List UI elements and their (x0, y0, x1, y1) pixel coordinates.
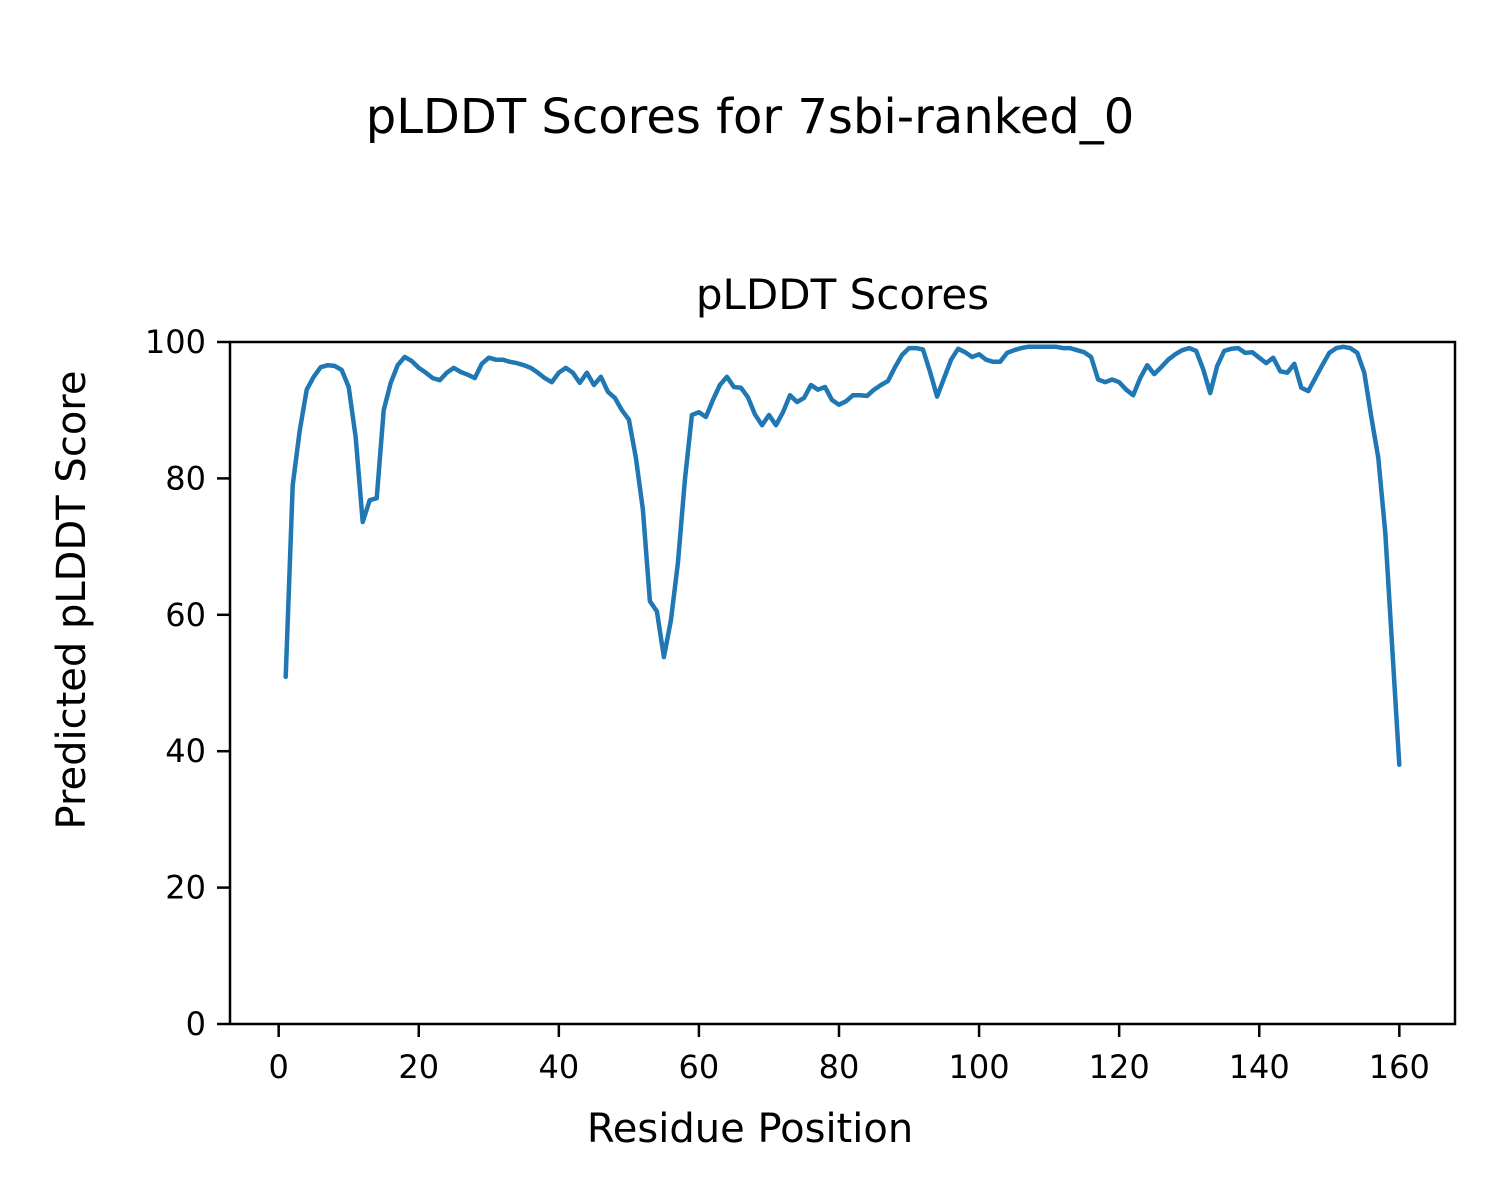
y-tick-label: 0 (186, 1005, 206, 1043)
x-tick-label: 60 (679, 1048, 720, 1086)
x-axis-label: Residue Position (586, 1106, 914, 1152)
x-tick-label: 140 (1229, 1048, 1290, 1086)
x-tick-label: 80 (819, 1048, 860, 1086)
x-tick-label: 20 (398, 1048, 439, 1086)
plot-line (283, 344, 1402, 768)
y-tick-label: 60 (165, 596, 206, 634)
y-tick-label: 20 (165, 869, 206, 907)
axes-title: pLDDT Scores (695, 270, 990, 319)
y-tick-label: 40 (165, 732, 206, 770)
y-tick-label: 80 (165, 459, 206, 497)
figure-title: pLDDT Scores for 7sbi-ranked_0 (365, 89, 1135, 145)
x-tick-label: 40 (538, 1048, 579, 1086)
x-tick-label: 120 (1089, 1048, 1150, 1086)
axes-frame (228, 340, 1457, 1026)
x-tick-label: 100 (949, 1048, 1010, 1086)
x-tick-label: 0 (268, 1048, 288, 1086)
y-tick-label: 100 (145, 323, 206, 361)
x-tick-label: 160 (1369, 1048, 1430, 1086)
